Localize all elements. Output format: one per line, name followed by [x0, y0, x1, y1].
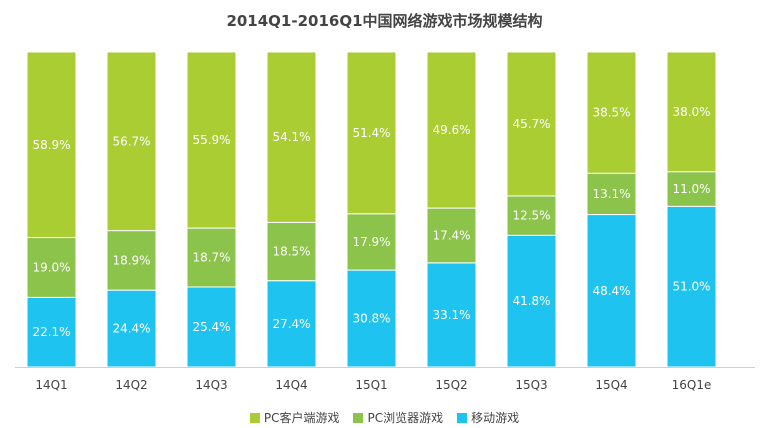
data-label: 38.5%	[592, 106, 630, 120]
x-tick-label: 15Q3	[515, 378, 547, 392]
x-tick-label: 14Q2	[115, 378, 147, 392]
legend-item: 移动游戏	[457, 409, 519, 426]
data-label: 18.5%	[272, 245, 310, 259]
data-label: 30.8%	[352, 312, 390, 326]
bar-segment	[666, 51, 717, 173]
data-label: 41.8%	[512, 294, 550, 308]
x-tick-label: 15Q2	[435, 378, 467, 392]
data-label: 13.1%	[592, 187, 630, 201]
bar-segment	[26, 51, 77, 239]
legend-swatch	[249, 412, 260, 423]
data-label: 12.5%	[512, 209, 550, 223]
bar-segment	[186, 227, 237, 288]
data-label: 54.1%	[272, 130, 310, 144]
x-tick-label: 15Q4	[595, 378, 627, 392]
bar-segment	[346, 269, 397, 368]
legend-label: PC客户端游戏	[263, 411, 340, 425]
data-label: 56.7%	[112, 134, 150, 148]
bar-segment	[586, 172, 637, 216]
data-label: 19.0%	[32, 260, 70, 274]
bar-segment	[426, 207, 477, 264]
x-tick-label: 14Q3	[195, 378, 227, 392]
bar-segment	[26, 237, 77, 298]
bar-segment	[266, 51, 317, 223]
legend-item: PC客户端游戏	[249, 409, 340, 426]
bar-segment	[586, 51, 637, 174]
data-label: 58.9%	[32, 138, 70, 152]
data-label: 17.4%	[432, 228, 470, 242]
data-label: 45.7%	[512, 117, 550, 131]
bar-segment	[586, 214, 637, 368]
bar-segment	[106, 51, 157, 232]
chart-title: 2014Q1-2016Q1中国网络游戏市场规模结构	[226, 12, 543, 30]
bar-segment	[346, 213, 397, 271]
bar-segment	[506, 51, 557, 197]
legend-swatch	[353, 412, 364, 423]
data-label: 49.6%	[432, 123, 470, 137]
bar-segment	[346, 51, 397, 215]
data-label: 38.0%	[672, 105, 710, 119]
data-label: 25.4%	[192, 320, 230, 334]
data-label: 48.4%	[592, 284, 630, 298]
bar-segment	[426, 262, 477, 368]
data-label: 33.1%	[432, 308, 470, 322]
bar-segment	[186, 286, 237, 368]
data-label: 11.0%	[672, 182, 710, 196]
data-label: 27.4%	[272, 317, 310, 331]
data-label: 18.9%	[112, 253, 150, 267]
legend-swatch	[457, 412, 468, 423]
bar-segment	[106, 289, 157, 368]
data-label: 51.0%	[672, 280, 710, 294]
bar-segment	[26, 296, 77, 368]
data-label: 24.4%	[112, 322, 150, 336]
legend-item: PC浏览器游戏	[353, 409, 443, 426]
chart-legend: PC客户端游戏 PC浏览器游戏 移动游戏	[0, 409, 769, 426]
x-tick-label: 14Q4	[275, 378, 307, 392]
bar-segment	[506, 195, 557, 236]
data-label: 51.4%	[352, 126, 390, 140]
legend-label: PC浏览器游戏	[367, 411, 444, 425]
legend-label: 移动游戏	[471, 411, 520, 425]
data-label: 55.9%	[192, 133, 230, 147]
bar-segment	[426, 51, 477, 209]
bar-segment	[186, 51, 237, 229]
x-tick-label: 16Q1e	[672, 378, 712, 392]
bar-segment	[266, 221, 317, 282]
data-label: 22.1%	[32, 325, 70, 339]
data-label: 18.7%	[192, 251, 230, 265]
x-tick-label: 15Q1	[355, 378, 387, 392]
bar-segment	[666, 171, 717, 207]
data-label: 17.9%	[352, 235, 390, 249]
x-tick-label: 14Q1	[35, 378, 67, 392]
